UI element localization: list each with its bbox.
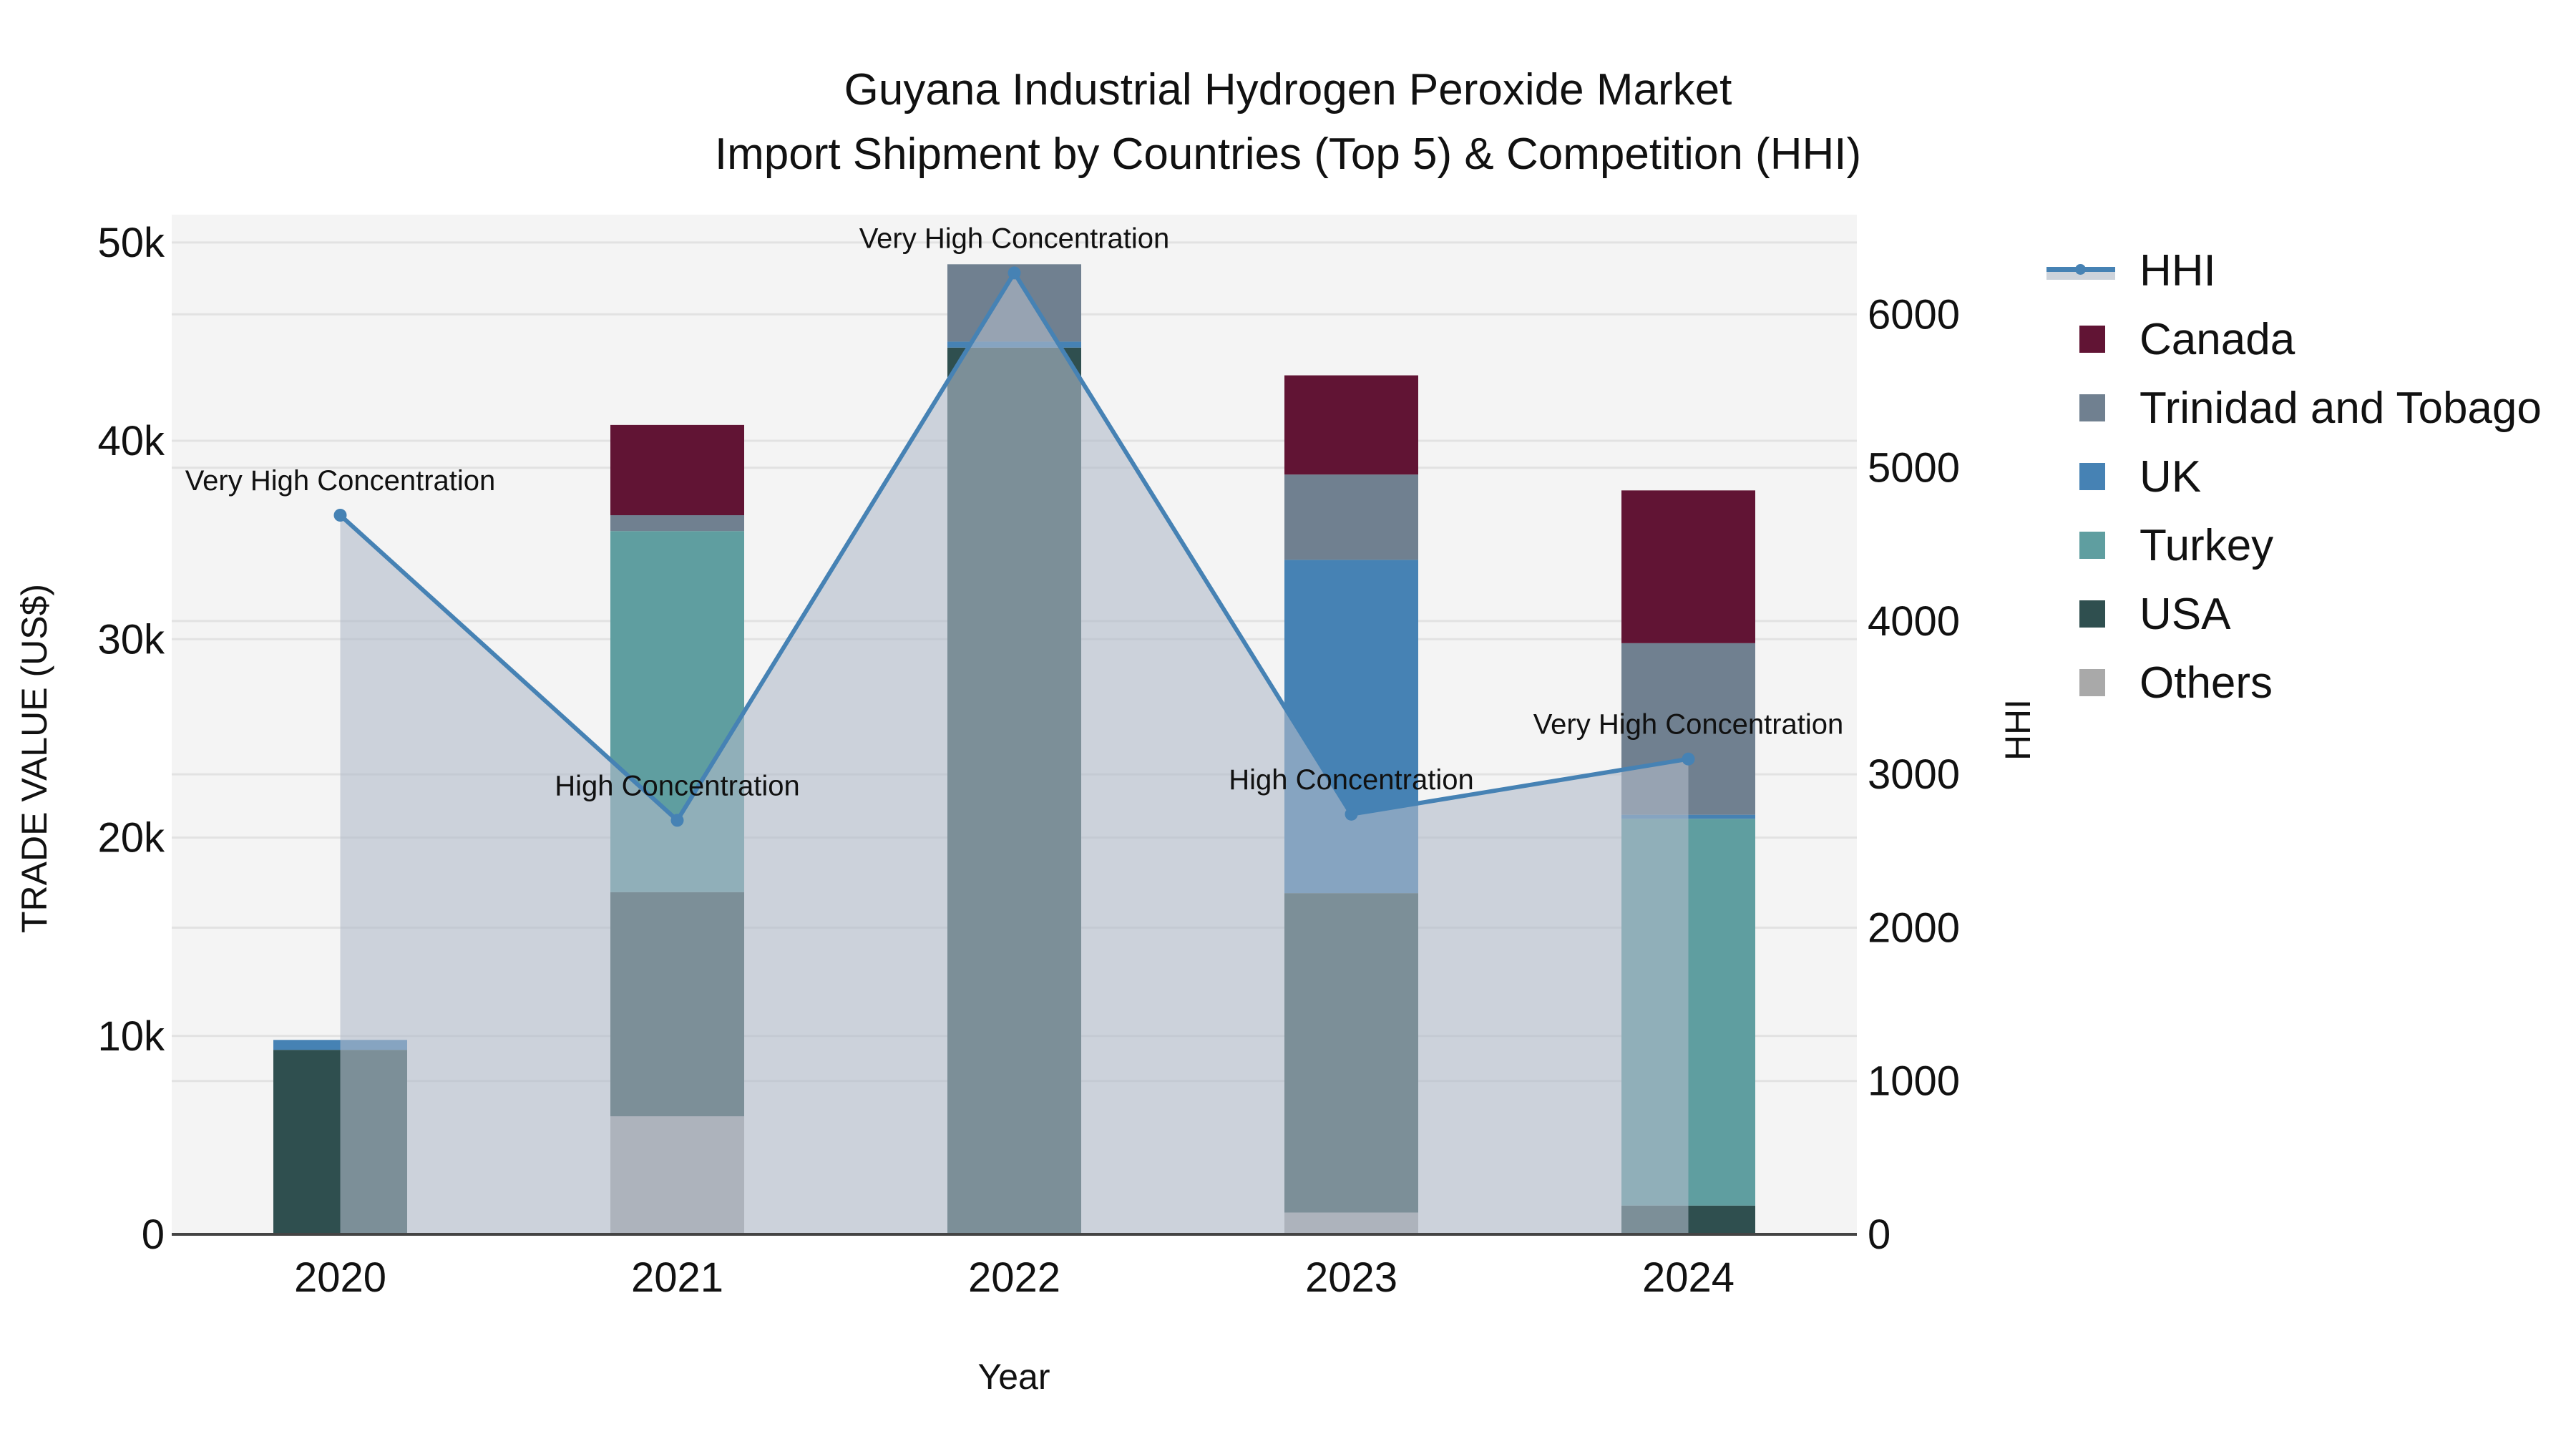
- bar-segment[interactable]: [610, 424, 744, 516]
- hhi-marker[interactable]: [333, 509, 347, 522]
- legend-item-usa[interactable]: USA: [2046, 580, 2542, 648]
- y2-axis-title: HHI: [1998, 698, 2038, 761]
- legend-item-turkey[interactable]: Turkey: [2046, 511, 2542, 580]
- y-tick-label: 0: [142, 1211, 165, 1258]
- y-axis-title: TRADE VALUE (US$): [14, 583, 54, 934]
- y2-tick-label: 2000: [1868, 904, 1960, 951]
- y2-tick-label: 1000: [1868, 1058, 1960, 1105]
- line-marker-icon: [2046, 260, 2115, 281]
- bar-segment[interactable]: [1284, 474, 1418, 560]
- legend-item-canada[interactable]: Canada: [2046, 305, 2542, 374]
- square-swatch-icon: [2079, 326, 2105, 353]
- x-tick-label: 2023: [1305, 1254, 1397, 1301]
- square-swatch-icon: [2079, 394, 2105, 421]
- hhi-marker[interactable]: [1345, 807, 1358, 821]
- hhi-marker[interactable]: [1682, 752, 1695, 766]
- legend-item-others[interactable]: Others: [2046, 648, 2542, 717]
- y2-tick-label: 0: [1868, 1211, 1890, 1258]
- legend-item-uk[interactable]: UK: [2046, 442, 2542, 511]
- chart-title: Guyana Industrial Hydrogen Peroxide Mark…: [844, 65, 1732, 114]
- y-tick-label: 40k: [97, 418, 165, 464]
- hhi-area: [340, 273, 1689, 1234]
- square-swatch-icon: [2079, 463, 2105, 490]
- legend: HHI Canada Trinidad and Tobago UK Turkey…: [2046, 236, 2542, 717]
- square-swatch-icon: [2079, 600, 2105, 628]
- x-tick-label: 2022: [968, 1254, 1060, 1301]
- bar-segment[interactable]: [1284, 375, 1418, 475]
- bar-segment[interactable]: [610, 515, 744, 532]
- legend-item-hhi[interactable]: HHI: [2046, 236, 2542, 305]
- hhi-annotation: Very High Concentration: [185, 465, 496, 497]
- legend-label: UK: [2140, 452, 2202, 502]
- legend-label: Turkey: [2140, 520, 2274, 570]
- y2-tick-label: 3000: [1868, 751, 1960, 798]
- legend-item-trinidad-and-tobago[interactable]: Trinidad and Tobago: [2046, 374, 2542, 442]
- legend-label: Others: [2140, 658, 2273, 708]
- y2-tick-label: 6000: [1868, 291, 1960, 338]
- x-axis-title: Year: [977, 1357, 1050, 1397]
- y2-tick-label: 4000: [1868, 598, 1960, 645]
- hhi-annotation: Very High Concentration: [859, 223, 1170, 254]
- x-tick-label: 2024: [1642, 1254, 1735, 1301]
- hhi-annotation: Very High Concentration: [1533, 709, 1844, 741]
- bar-segment[interactable]: [1621, 490, 1755, 643]
- square-swatch-icon: [2079, 669, 2105, 696]
- chart-subtitle: Import Shipment by Countries (Top 5) & C…: [714, 130, 1862, 179]
- square-swatch-icon: [2079, 532, 2105, 559]
- hhi-annotation: High Concentration: [1229, 764, 1473, 796]
- legend-label: USA: [2140, 589, 2231, 639]
- y2-tick-label: 5000: [1868, 445, 1960, 492]
- legend-label: Canada: [2140, 314, 2296, 364]
- x-tick-label: 2021: [631, 1254, 723, 1301]
- legend-label: HHI: [2140, 245, 2216, 296]
- hhi-marker[interactable]: [1008, 266, 1021, 280]
- y-tick-label: 50k: [97, 220, 165, 266]
- hhi-marker[interactable]: [670, 814, 684, 827]
- y-tick-label: 10k: [97, 1013, 165, 1060]
- hhi-annotation: High Concentration: [555, 770, 799, 801]
- y-tick-label: 30k: [97, 616, 165, 663]
- x-tick-label: 2020: [294, 1254, 386, 1301]
- legend-label: Trinidad and Tobago: [2140, 383, 2542, 433]
- y-tick-label: 20k: [97, 815, 165, 862]
